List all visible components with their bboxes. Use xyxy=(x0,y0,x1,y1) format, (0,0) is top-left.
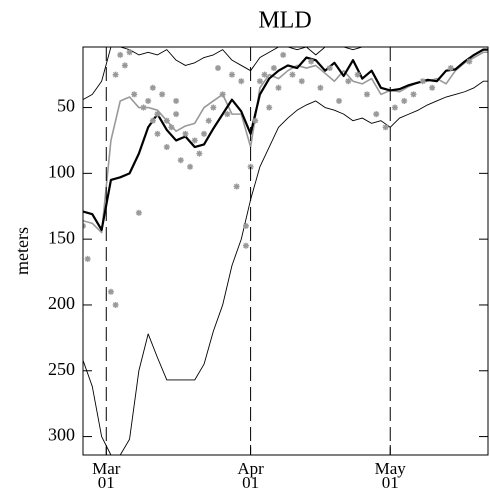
scatter-point xyxy=(182,130,189,137)
scatter-point xyxy=(149,117,156,124)
scatter-point xyxy=(266,104,273,111)
scatter-point xyxy=(242,242,249,249)
scatter-point xyxy=(363,91,370,98)
scatter-point xyxy=(107,288,114,295)
scatter-point xyxy=(168,124,175,131)
scatter-point xyxy=(159,91,166,98)
scatter-point xyxy=(201,130,208,137)
scatter-point xyxy=(154,111,161,118)
scatter-point xyxy=(317,84,324,91)
scatter-point xyxy=(336,97,343,104)
scatter-point xyxy=(140,104,147,111)
scatter-point xyxy=(354,71,361,78)
scatter-point xyxy=(196,150,203,157)
scatter-point xyxy=(126,49,133,56)
y-tick-label: 300 xyxy=(48,425,75,445)
scatter-point xyxy=(410,91,417,98)
y-tick-label: 250 xyxy=(48,359,75,379)
scatter-point xyxy=(391,104,398,111)
scatter-point xyxy=(187,163,194,170)
scatter-point xyxy=(326,65,333,72)
y-tick-label: 100 xyxy=(48,161,75,181)
x-tick-label: May 01 xyxy=(374,459,406,492)
scatter-point xyxy=(373,111,380,118)
y-tick-label: 150 xyxy=(48,227,75,247)
scatter-point xyxy=(228,71,235,78)
line xyxy=(83,47,488,101)
scatter-point xyxy=(121,62,128,69)
plot-area xyxy=(83,47,488,455)
line xyxy=(83,48,488,232)
scatter-point xyxy=(261,71,268,78)
x-tick-label: Apr 01 xyxy=(237,459,264,492)
scatter-point xyxy=(270,65,277,72)
scatter-point xyxy=(252,117,259,124)
scatter-point xyxy=(131,91,138,98)
scatter-point xyxy=(145,97,152,104)
y-axis-label: meters xyxy=(12,227,32,275)
x-tick-label: Mar 01 xyxy=(92,459,121,492)
y-tick-label: 200 xyxy=(48,293,75,313)
scatter-point xyxy=(173,111,180,118)
scatter-point xyxy=(210,104,217,111)
scatter-point xyxy=(429,84,436,91)
scatter-point xyxy=(298,78,305,85)
scatter-point xyxy=(345,78,352,85)
scatter-point xyxy=(112,71,119,78)
scatter-point xyxy=(242,222,249,229)
y-tick-label: 50 xyxy=(57,96,75,116)
scatter-point xyxy=(177,157,184,164)
scatter-point xyxy=(205,117,212,124)
scatter-point xyxy=(289,71,296,78)
scatter-point xyxy=(84,255,91,262)
scatter-point xyxy=(154,130,161,137)
scatter-point xyxy=(275,84,282,91)
scatter-point xyxy=(419,78,426,85)
scatter-point xyxy=(112,301,119,308)
line xyxy=(83,80,488,455)
scatter-point xyxy=(401,97,408,104)
scatter-point xyxy=(233,183,240,190)
chart-title: MLD xyxy=(258,8,311,34)
scatter-point xyxy=(447,65,454,72)
scatter-point xyxy=(215,65,221,72)
scatter-point xyxy=(247,163,254,170)
axes-frame xyxy=(82,46,489,456)
scatter-point xyxy=(256,78,263,85)
scatter-point xyxy=(308,58,315,65)
scatter-point xyxy=(224,111,231,118)
scatter-point xyxy=(466,58,473,65)
scatter-point xyxy=(173,97,180,104)
scatter-point xyxy=(238,78,245,85)
scatter-point xyxy=(191,137,198,144)
scatter-point xyxy=(117,51,124,58)
scatter-point xyxy=(163,144,170,151)
scatter-point xyxy=(382,124,389,131)
scatter-point xyxy=(163,117,170,124)
scatter-point xyxy=(149,84,156,91)
scatter-point xyxy=(280,51,287,58)
scatter-point xyxy=(219,91,226,98)
scatter-point xyxy=(135,209,142,216)
